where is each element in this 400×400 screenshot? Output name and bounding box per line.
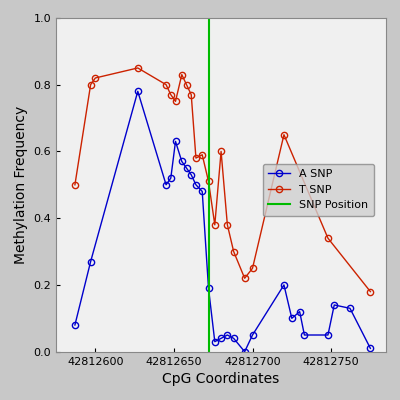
X-axis label: CpG Coordinates: CpG Coordinates — [162, 372, 280, 386]
Legend: A SNP, T SNP, SNP Position: A SNP, T SNP, SNP Position — [263, 164, 374, 216]
Y-axis label: Methylation Frequency: Methylation Frequency — [14, 106, 28, 264]
